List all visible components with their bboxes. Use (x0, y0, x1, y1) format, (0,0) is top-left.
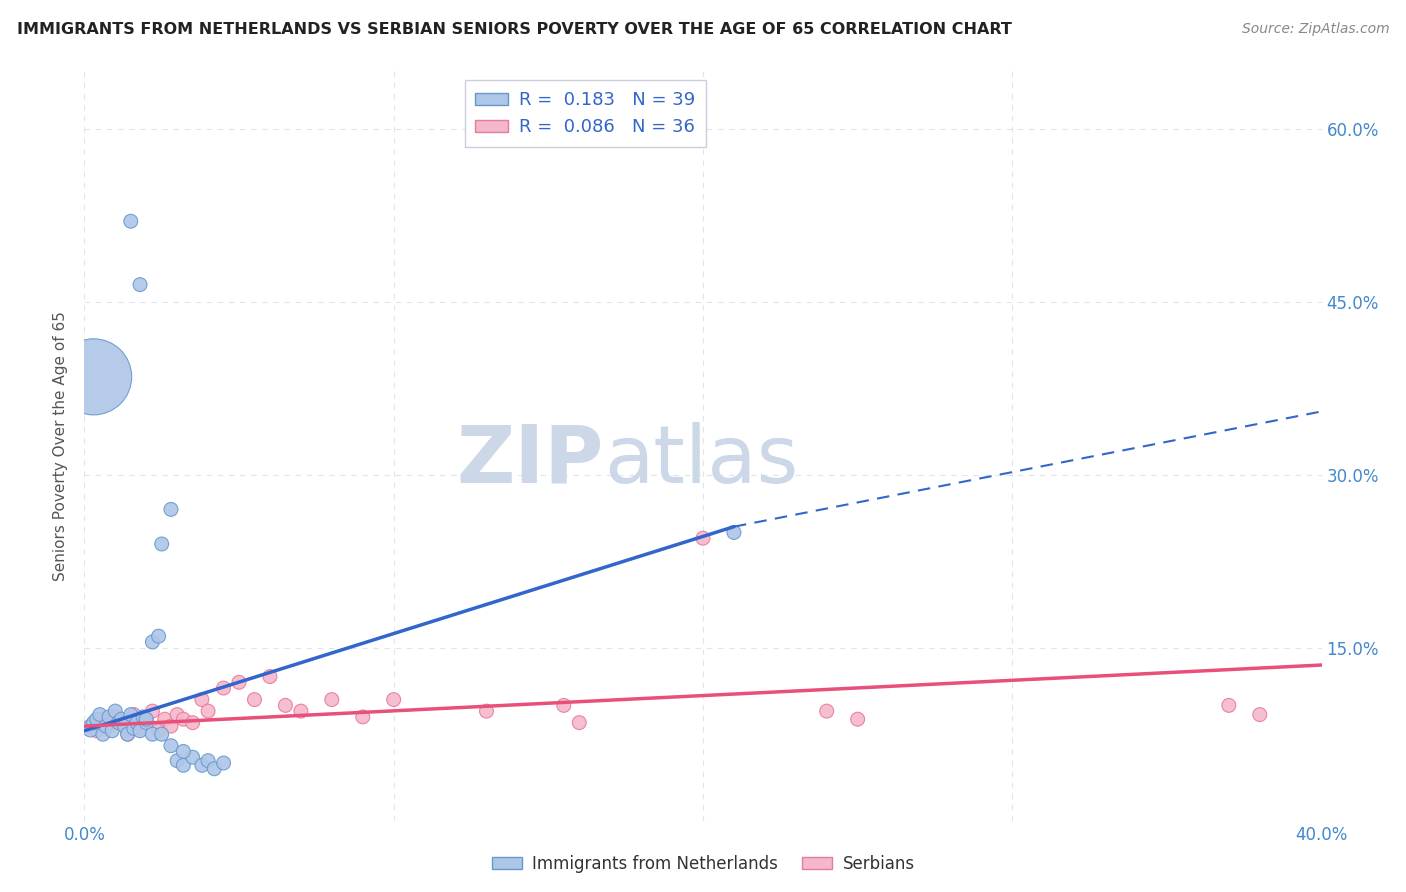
Point (79, 722, 101, 736)
Point (89, 707, 111, 722)
Point (172, 712, 194, 726)
Point (153, 712, 176, 726)
Point (160, 739, 183, 753)
Point (150, 537, 173, 551)
Point (91, 712, 114, 726)
Point (141, 704, 163, 718)
Point (79, 719, 101, 733)
Point (120, 214, 142, 228)
Point (129, 722, 152, 736)
Point (150, 727, 173, 741)
Point (148, 723, 170, 738)
Point (129, 277, 152, 292)
Point (141, 635, 163, 649)
Point (86, 723, 108, 738)
Point (1249, 707, 1271, 722)
Point (191, 692, 214, 706)
Point (125, 715, 148, 730)
Point (553, 698, 575, 713)
Point (141, 727, 163, 741)
Point (83, 715, 105, 730)
Text: Source: ZipAtlas.com: Source: ZipAtlas.com (1241, 22, 1389, 37)
Point (83, 369, 105, 384)
Point (98, 710, 121, 724)
Point (160, 719, 183, 733)
Point (197, 704, 219, 718)
Point (166, 707, 188, 722)
Point (135, 712, 157, 726)
Point (94, 719, 117, 733)
Point (243, 692, 266, 706)
Text: IMMIGRANTS FROM NETHERLANDS VS SERBIAN SENIORS POVERTY OVER THE AGE OF 65 CORREL: IMMIGRANTS FROM NETHERLANDS VS SERBIAN S… (17, 22, 1012, 37)
Point (117, 727, 139, 741)
Point (212, 681, 235, 695)
Point (212, 756, 235, 770)
Text: ZIP: ZIP (457, 422, 605, 500)
Point (91, 727, 114, 741)
Point (723, 525, 745, 540)
Point (259, 669, 281, 683)
Point (107, 715, 129, 730)
Point (120, 707, 142, 722)
Point (148, 629, 170, 643)
Point (475, 704, 498, 718)
Point (104, 710, 127, 724)
Legend: R =  0.183   N = 39, R =  0.086   N = 36: R = 0.183 N = 39, R = 0.086 N = 36 (464, 80, 706, 147)
Legend: Immigrants from Netherlands, Serbians: Immigrants from Netherlands, Serbians (485, 848, 921, 880)
Point (110, 712, 132, 726)
Point (101, 723, 124, 738)
Point (181, 750, 204, 764)
Y-axis label: Seniors Poverty Over the Age of 65: Seniors Poverty Over the Age of 65 (53, 311, 69, 581)
Point (352, 710, 374, 724)
Point (166, 754, 188, 768)
Point (114, 719, 136, 733)
Point (135, 712, 157, 726)
Point (274, 698, 297, 713)
Text: atlas: atlas (605, 422, 799, 500)
Point (382, 692, 405, 706)
Point (132, 710, 155, 724)
Point (692, 531, 714, 545)
Point (117, 727, 139, 741)
Point (110, 715, 132, 730)
Point (86, 712, 108, 726)
Point (104, 704, 127, 718)
Point (228, 675, 250, 690)
Point (321, 692, 343, 706)
Point (129, 723, 152, 738)
Point (568, 715, 591, 730)
Point (191, 758, 214, 772)
Point (290, 704, 312, 718)
Point (846, 712, 869, 726)
Point (122, 707, 145, 722)
Point (172, 744, 194, 758)
Point (197, 754, 219, 768)
Point (122, 722, 145, 736)
Point (202, 762, 225, 776)
Point (98, 719, 121, 733)
Point (1218, 698, 1240, 713)
Point (135, 715, 157, 730)
Point (181, 715, 204, 730)
Point (160, 502, 183, 516)
Point (815, 704, 838, 718)
Point (172, 758, 194, 772)
